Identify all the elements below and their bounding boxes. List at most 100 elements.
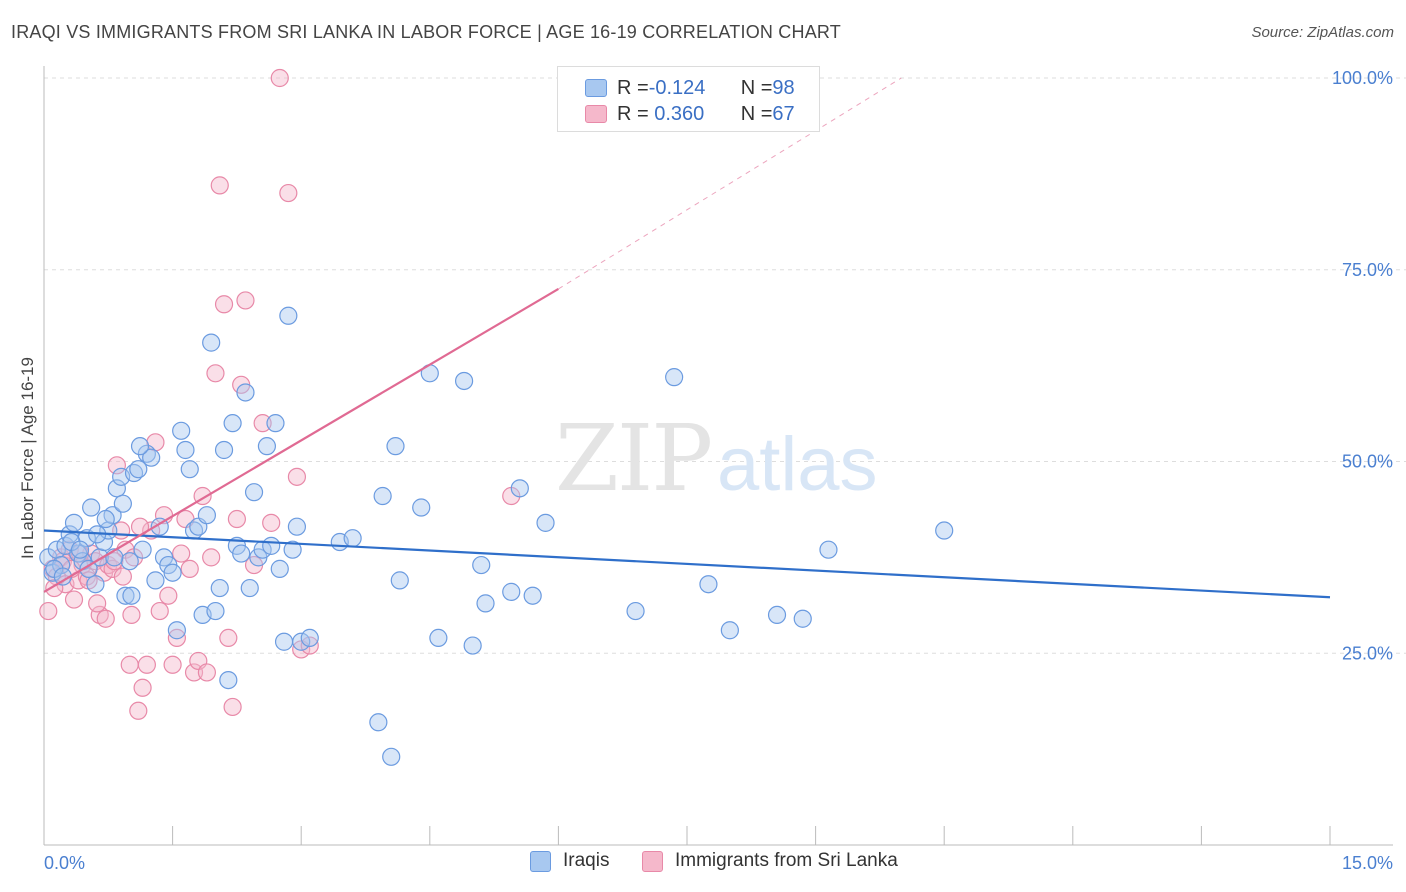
data-point-iraqis: [793, 609, 812, 628]
data-point-iraqis: [369, 713, 388, 732]
data-point-iraqis: [86, 575, 105, 594]
source-label: Source: ZipAtlas.com: [1251, 24, 1394, 41]
data-point-iraqis: [300, 628, 319, 648]
data-point-sri-lanka: [133, 678, 152, 697]
data-point-sri-lanka: [96, 609, 115, 628]
series-iraqis-points: [39, 306, 954, 766]
x-tick-label: 0.0%: [44, 853, 85, 873]
data-point-iraqis: [210, 578, 229, 598]
data-point-iraqis: [343, 529, 362, 548]
trend-line-sri-lanka-extension: [558, 77, 902, 290]
data-point-sri-lanka: [270, 68, 289, 88]
data-point-sri-lanka: [300, 636, 319, 655]
data-point-iraqis: [70, 540, 90, 559]
data-point-iraqis: [720, 621, 739, 640]
data-point-iraqis: [180, 460, 199, 479]
data-point-iraqis: [79, 559, 98, 578]
data-point-sri-lanka: [210, 176, 229, 195]
n-label: N =: [740, 102, 773, 125]
data-point-iraqis: [82, 498, 101, 517]
data-point-sri-lanka: [223, 697, 242, 717]
legend-row-sri-lanka: R = 0.360 N = 67: [585, 101, 795, 127]
data-point-iraqis: [167, 621, 186, 640]
data-point-iraqis: [463, 636, 482, 655]
data-point-sri-lanka: [167, 628, 186, 648]
data-point-sri-lanka: [88, 594, 107, 613]
data-point-iraqis: [236, 383, 255, 402]
tick-labels: 25.0% 50.0% 75.0% 100.0% 0.0% 15.0%: [44, 68, 1393, 873]
data-point-sri-lanka: [137, 655, 156, 674]
data-point-sri-lanka: [113, 567, 132, 586]
data-point-iraqis: [510, 479, 529, 498]
data-point-iraqis: [819, 540, 838, 559]
data-point-iraqis: [279, 306, 298, 325]
swatch-pink: [585, 105, 607, 123]
data-point-sri-lanka: [184, 663, 204, 682]
data-point-sri-lanka: [105, 552, 124, 571]
legend-label-iraqis: Iraqis: [563, 850, 610, 871]
trend-lines: [43, 77, 1331, 599]
data-point-iraqis: [472, 555, 491, 575]
data-point-sri-lanka: [214, 295, 234, 314]
data-point-iraqis: [935, 521, 954, 540]
data-point-iraqis: [116, 586, 135, 605]
data-point-iraqis: [163, 563, 182, 582]
data-point-iraqis: [206, 601, 225, 621]
data-point-iraqis: [240, 578, 259, 598]
legend-row-iraqis: R = -0.124 N = 98: [585, 75, 795, 101]
data-point-sri-lanka: [103, 559, 122, 578]
data-point-iraqis: [172, 421, 191, 440]
axes: [43, 66, 1393, 846]
trend-line-sri-lanka: [43, 287, 559, 593]
data-point-iraqis: [223, 414, 242, 433]
data-point-iraqis: [626, 601, 645, 621]
watermark-zip: ZIP: [555, 405, 711, 512]
data-point-sri-lanka: [202, 548, 221, 567]
data-point-iraqis: [699, 575, 718, 594]
data-point-sri-lanka: [172, 544, 191, 563]
data-point-iraqis: [292, 632, 311, 651]
data-point-iraqis: [523, 586, 542, 605]
data-point-iraqis: [214, 440, 234, 460]
trend-line-iraqis: [43, 529, 1331, 599]
y-tick-label: 75.0%: [1342, 260, 1393, 280]
data-point-iraqis: [274, 632, 294, 651]
data-point-sri-lanka: [206, 364, 225, 383]
data-point-sri-lanka: [120, 655, 139, 674]
data-point-sri-lanka: [39, 601, 58, 621]
swatch-pink: [642, 850, 663, 872]
data-point-iraqis: [176, 440, 195, 460]
y-tick-label: 50.0%: [1342, 452, 1393, 472]
data-point-iraqis: [386, 437, 405, 456]
y-axis-label: In Labor Force | Age 16-19: [18, 357, 37, 559]
r-label: R =: [617, 76, 649, 99]
data-point-iraqis: [202, 333, 221, 352]
data-point-iraqis: [266, 414, 285, 433]
data-point-iraqis: [130, 437, 150, 456]
data-point-iraqis: [64, 513, 84, 532]
series-legend: Iraqis Immigrants from Sri Lanka: [0, 850, 1406, 878]
data-point-sri-lanka: [150, 601, 169, 621]
data-point-iraqis: [244, 483, 264, 502]
y-tick-label: 25.0%: [1342, 643, 1393, 663]
data-point-sri-lanka: [107, 456, 126, 475]
data-point-iraqis: [287, 517, 307, 536]
data-point-sri-lanka: [163, 655, 182, 674]
swatch-blue: [585, 79, 607, 97]
y-tick-label: 100.0%: [1332, 68, 1393, 88]
watermark-atlas: atlas: [717, 422, 878, 507]
data-point-iraqis: [270, 559, 289, 578]
r-value: 0.360: [648, 102, 705, 125]
data-point-sri-lanka: [180, 559, 199, 578]
data-point-iraqis: [133, 540, 152, 559]
data-point-iraqis: [536, 513, 555, 532]
data-point-iraqis: [454, 371, 474, 391]
data-point-iraqis: [373, 486, 392, 506]
data-point-iraqis: [122, 586, 141, 605]
data-point-iraqis: [390, 571, 409, 590]
data-point-iraqis: [502, 582, 521, 601]
data-point-iraqis: [262, 536, 281, 555]
data-point-iraqis: [129, 460, 148, 479]
data-point-sri-lanka: [197, 663, 216, 682]
data-point-sri-lanka: [219, 628, 238, 648]
